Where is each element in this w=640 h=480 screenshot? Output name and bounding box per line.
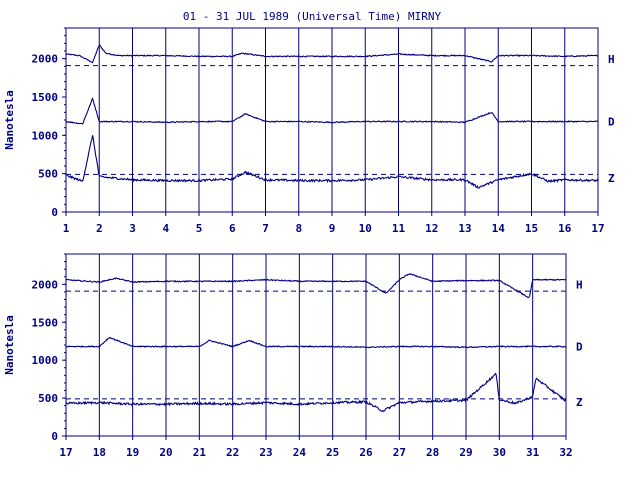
x-tick-label: 3 [129, 222, 136, 235]
trace-z [65, 135, 599, 189]
x-tick-label: 22 [226, 446, 239, 459]
x-tick-label: 8 [295, 222, 302, 235]
x-tick-label: 26 [359, 446, 373, 459]
y-tick-label: 1500 [32, 316, 59, 329]
x-tick-label: 27 [393, 446, 406, 459]
x-tick-label: 17 [591, 222, 604, 235]
x-tick-label: 4 [162, 222, 169, 235]
y-tick-label: 1000 [32, 354, 59, 367]
series-label-z: Z [608, 172, 615, 185]
trace-z [65, 372, 567, 413]
series-label-z: Z [576, 396, 583, 409]
x-tick-label: 17 [59, 446, 72, 459]
x-tick-label: 12 [425, 222, 438, 235]
x-tick-label: 32 [559, 446, 572, 459]
trace-d [66, 97, 599, 125]
y-tick-label: 2000 [32, 278, 59, 291]
y-tick-label: 0 [51, 206, 58, 219]
x-tick-label: 18 [93, 446, 106, 459]
trace-h [65, 273, 566, 299]
x-tick-label: 16 [558, 222, 572, 235]
y-axis-label: Nanotesla [3, 90, 16, 150]
panel-jul-17-31: 17 18 19 20 21 22 23 24 25 26 27 28 29 30 31 32 0 500 1000… [3, 253, 583, 459]
y-axis-label: Nanotesla [3, 315, 16, 375]
x-tick-label: 5 [196, 222, 203, 235]
x-tick-label: 31 [526, 446, 540, 459]
x-tick-label: 6 [229, 222, 236, 235]
y-tick-label: 500 [38, 392, 58, 405]
x-tick-label: 30 [493, 446, 506, 459]
x-tick-label: 1 [63, 222, 70, 235]
x-tick-label: 10 [359, 222, 372, 235]
chart-title: 01 - 31 JUL 1989 (Universal Time) MIRNY [183, 10, 442, 23]
x-tick-label: 13 [458, 222, 471, 235]
y-tick-label: 2000 [32, 53, 59, 66]
panel-jul-01-17: 1 2 3 4 5 6 7 8 9 10 11 12 13 14 15 16 17050010001500200… [3, 27, 615, 235]
trace-h [65, 44, 598, 64]
y-tick-label: 0 [51, 430, 58, 443]
trace-d [65, 337, 567, 349]
x-tick-label: 24 [293, 446, 307, 459]
series-label-h: H [608, 53, 615, 66]
series-label-h: H [576, 279, 583, 292]
y-tick-label: 500 [38, 168, 58, 181]
y-tick-label: 1500 [32, 91, 59, 104]
x-tick-label: 2 [96, 222, 103, 235]
x-tick-label: 29 [459, 446, 472, 459]
x-tick-label: 15 [525, 222, 538, 235]
series-label-d: D [576, 341, 583, 354]
x-tick-label: 9 [329, 222, 336, 235]
x-tick-label: 21 [193, 446, 207, 459]
series-label-d: D [608, 116, 615, 129]
x-tick-label: 20 [159, 446, 172, 459]
x-tick-label: 23 [259, 446, 272, 459]
x-tick-label: 14 [492, 222, 506, 235]
x-tick-label: 25 [326, 446, 339, 459]
x-tick-label: 19 [126, 446, 139, 459]
y-tick-label: 1000 [32, 129, 59, 142]
x-tick-label: 7 [262, 222, 269, 235]
x-tick-label: 11 [392, 222, 406, 235]
x-tick-label: 28 [426, 446, 439, 459]
